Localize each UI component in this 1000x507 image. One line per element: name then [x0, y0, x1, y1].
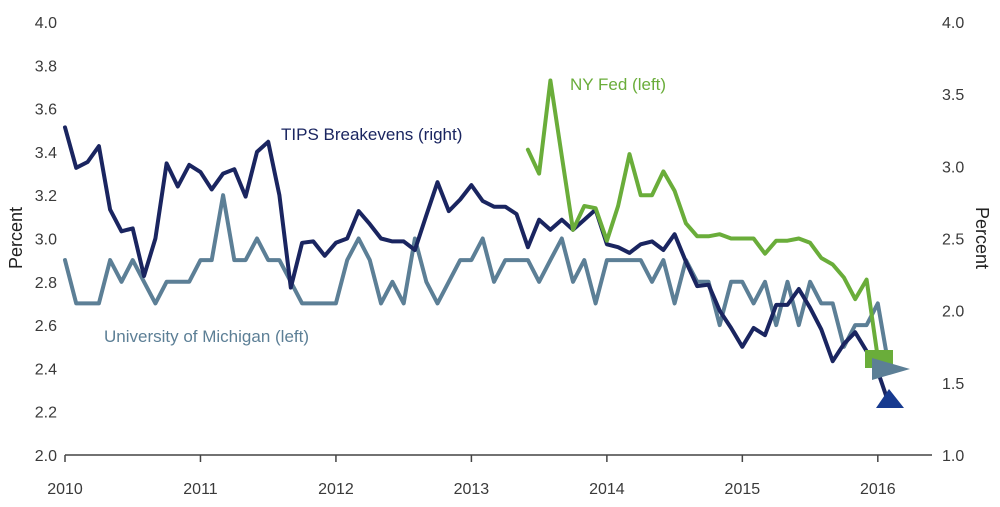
left-tick-label: 2.6 [35, 318, 57, 335]
series-layer [63, 78, 892, 407]
left-tick-label: 2.0 [35, 448, 57, 465]
series-line-michigan [63, 193, 892, 371]
right-tick-label: 1.5 [942, 376, 964, 393]
series-line-nyfed [525, 78, 880, 360]
right-tick-label: 2.0 [942, 304, 964, 321]
x-tick-label: 2012 [318, 481, 354, 498]
left-tick-label: 2.2 [35, 405, 57, 422]
left-tick-label: 3.6 [35, 102, 57, 119]
right-tick-label: 3.0 [942, 159, 964, 176]
right-tick-label: 4.0 [942, 15, 964, 32]
left-tick-label: 2.4 [35, 361, 57, 378]
x-axis-ticks: 2010 2011 2012 2013 2014 2015 2016 [47, 455, 896, 498]
series-label-nyfed: NY Fed (left) [570, 75, 666, 94]
left-tick-label: 2.8 [35, 275, 57, 292]
series-label-tips: TIPS Breakevens (right) [281, 125, 462, 144]
left-axis-ticks: 2.0 2.2 2.4 2.6 2.8 3.0 3.2 3.4 3.6 3.8 4.0 [35, 15, 57, 465]
right-tick-label: 2.5 [942, 232, 964, 249]
right-axis-ticks: 1.0 1.5 2.0 2.5 3.0 3.5 4.0 [942, 15, 964, 465]
tips-end-triangle-icon [876, 389, 904, 408]
right-tick-label: 1.0 [942, 448, 964, 465]
x-tick-label: 2015 [725, 481, 761, 498]
series-label-michigan: University of Michigan (left) [104, 327, 309, 346]
left-tick-label: 3.4 [35, 145, 57, 162]
x-tick-label: 2014 [589, 481, 625, 498]
x-tick-label: 2010 [47, 481, 83, 498]
left-tick-label: 3.0 [35, 232, 57, 249]
left-tick-label: 4.0 [35, 15, 57, 32]
series-line-tips [63, 125, 892, 407]
left-tick-label: 3.8 [35, 58, 57, 75]
right-tick-label: 3.5 [942, 87, 964, 104]
left-axis-title: Percent [6, 207, 26, 269]
left-tick-label: 3.2 [35, 188, 57, 205]
x-tick-label: 2016 [860, 481, 896, 498]
x-tick-label: 2013 [454, 481, 490, 498]
michigan-end-arrow-icon [872, 358, 910, 380]
right-axis-title: Percent [972, 207, 992, 269]
x-tick-label: 2011 [183, 481, 218, 498]
